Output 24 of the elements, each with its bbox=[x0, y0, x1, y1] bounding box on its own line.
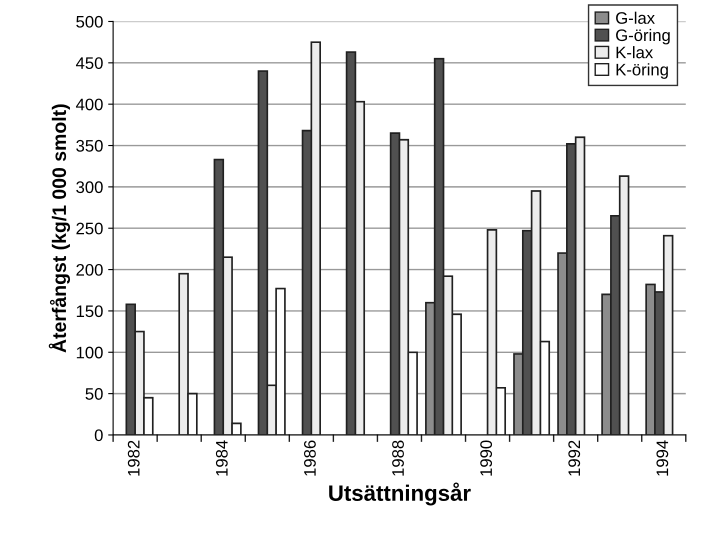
y-tick-label: 300 bbox=[76, 181, 103, 194]
y-tick-label: 350 bbox=[76, 140, 103, 152]
y-tick-label: 500 bbox=[76, 16, 103, 28]
x-tick-label: 1988 bbox=[392, 440, 404, 476]
y-tick-label: 200 bbox=[76, 264, 103, 276]
y-tick-label: 100 bbox=[76, 346, 103, 358]
y-tick-label: 450 bbox=[76, 57, 103, 70]
x-tick-label: 1990 bbox=[480, 440, 492, 476]
x-axis-title: Utsättningsår bbox=[329, 482, 471, 506]
legend-label: K-öring bbox=[616, 63, 668, 79]
y-tick-label: 400 bbox=[76, 98, 103, 110]
legend-label: K-lax bbox=[616, 46, 654, 58]
y-axis-title: Återfångst (kg/1 000 smolt) bbox=[48, 104, 70, 353]
y-tick-label: 250 bbox=[76, 222, 103, 234]
x-tick-label: 1992 bbox=[568, 440, 580, 476]
x-tick-label: 1982 bbox=[128, 440, 140, 476]
legend-label: G-öring bbox=[616, 28, 670, 44]
x-tick-label: 1994 bbox=[656, 440, 668, 476]
y-tick-label: 150 bbox=[76, 305, 103, 318]
y-tick-label: 50 bbox=[86, 388, 103, 400]
legend-label: G-lax bbox=[616, 12, 655, 24]
x-tick-label: 1986 bbox=[304, 440, 316, 476]
x-tick-label: 1984 bbox=[216, 440, 228, 476]
y-tick-label: 0 bbox=[94, 429, 103, 442]
